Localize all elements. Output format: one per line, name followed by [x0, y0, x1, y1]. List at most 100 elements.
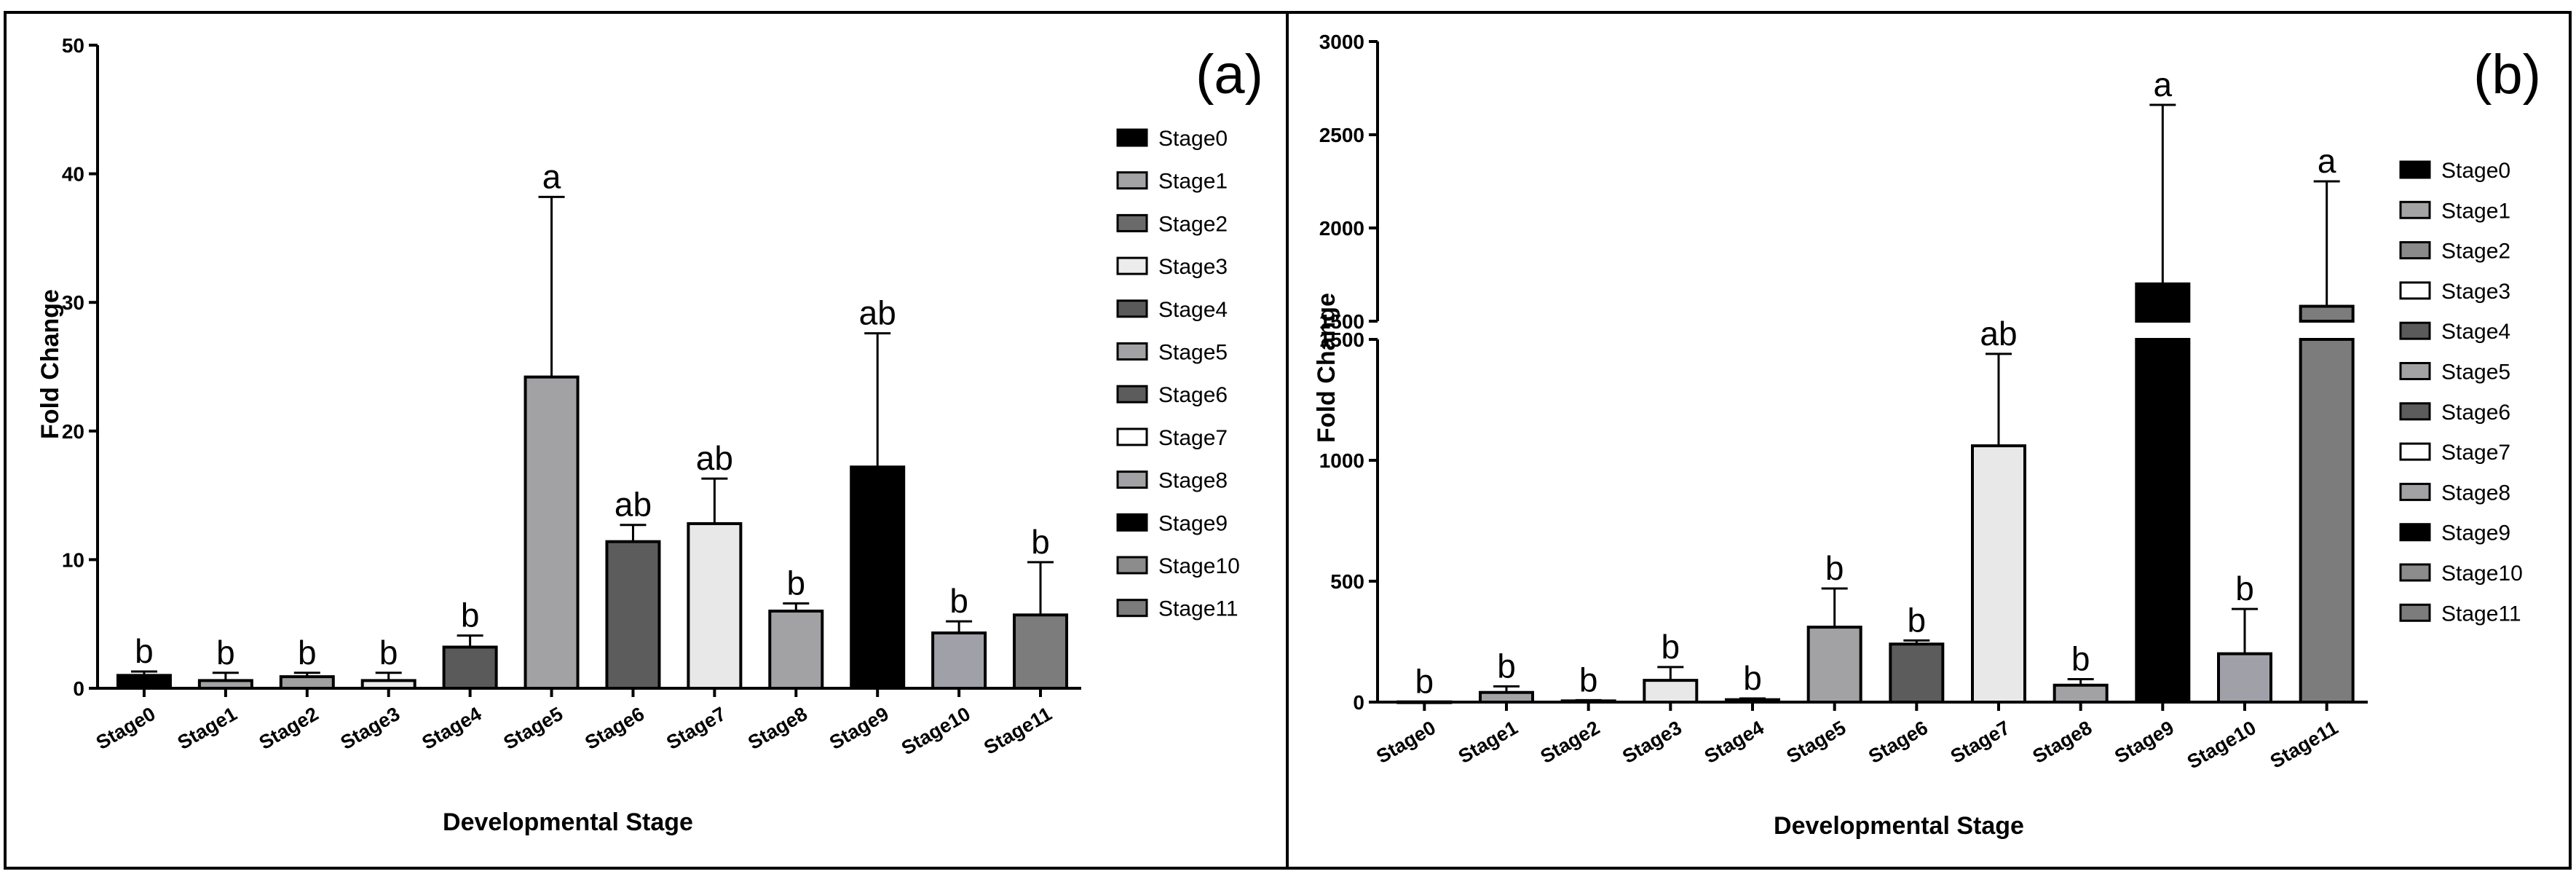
panel-a-legend-label: Stage3 [1158, 255, 1228, 279]
panel-a-label: (a) [1196, 44, 1263, 106]
panel-b: (b) Developmental Stage Fold Change 1500… [1313, 31, 2541, 840]
panel-b-significance-letter: a [2154, 66, 2173, 103]
panel-b-bar-upper [2135, 282, 2191, 323]
panel-a-y-tick-label: 30 [62, 291, 84, 314]
panel-a-significance-letter: ab [696, 439, 733, 477]
panel-b-bar [1971, 444, 2026, 704]
panel-b-bar [1806, 626, 1862, 704]
panel-b-significance-letter: b [1743, 659, 1762, 697]
panel-b-bar [2217, 652, 2272, 704]
panel-b-x-tick-label: Stage3 [1619, 717, 1686, 768]
panel-b-significance-letter: b [1579, 661, 1598, 698]
panel-b-legend-label: Stage9 [2441, 521, 2510, 546]
panel-b-y-tick-label: 2000 [1319, 217, 1364, 240]
panel-b-frame [1286, 11, 2572, 870]
panel-b-bar-lower [2135, 338, 2191, 704]
panel-a-bar [768, 610, 824, 690]
panel-a-x-tick-label: Stage4 [419, 703, 486, 754]
panel-a-y-axis-title: Fold Change [36, 289, 64, 439]
panel-b-x-tick-label: Stage0 [1372, 717, 1439, 768]
panel-a-x-tick-label: Stage1 [174, 703, 241, 754]
panel-a-legend-label: Stage5 [1158, 341, 1228, 365]
panel-a-x-axis-title: Developmental Stage [443, 808, 693, 836]
panel-a-legend-label: Stage2 [1158, 212, 1228, 236]
panel-a-legend-swatch [1116, 256, 1148, 275]
panel-a-legend-swatch [1116, 171, 1148, 190]
panel-b-y-axis-title: Fold Change [1313, 293, 1340, 443]
panel-b-legend-swatch [2399, 482, 2431, 501]
panel-a-bar [360, 679, 416, 690]
panel-b-bar [1479, 690, 1534, 704]
panel-b-significance-letter: b [1497, 647, 1516, 685]
panel-b-bar [1725, 698, 1780, 704]
panel-b-bar [1889, 642, 1945, 704]
panel-a-significance-letter: b [949, 582, 968, 620]
panel-a-bar [279, 675, 335, 690]
panel-a: (a) Developmental Stage Fold Change 0 10 2… [36, 34, 1263, 836]
panel-a-bar [687, 521, 743, 690]
panel-b-x-tick-label: Stage11 [2267, 717, 2342, 773]
panel-a-legend-swatch [1116, 299, 1148, 318]
panel-a-legend-swatch [1116, 428, 1148, 446]
panel-a-legend-swatch [1116, 342, 1148, 361]
panel-a-x-tick-label: Stage6 [581, 703, 648, 754]
panel-b-legend-label: Stage2 [2441, 240, 2510, 264]
panel-b-legend-label: Stage4 [2441, 320, 2510, 344]
panel-b-y-tick-label: 500 [1330, 570, 1364, 593]
panel-a-legend-label: Stage11 [1158, 597, 1238, 621]
panel-b-axis-break-gap [2298, 323, 2355, 337]
panel-a-x-tick-label: Stage9 [826, 703, 893, 754]
panel-a-x-tick-label: Stage11 [980, 703, 1055, 759]
panel-b-y-tick-label: 1000 [1319, 449, 1364, 472]
panel-a-legend-swatch [1116, 385, 1148, 403]
panel-a-legend-label: Stage4 [1158, 298, 1228, 322]
panel-b-bar [1643, 679, 1699, 704]
panel-b-legend-label: Stage11 [2441, 602, 2521, 626]
panel-b-legend-label: Stage6 [2441, 401, 2510, 425]
panel-b-y-tick-label: 0 [1353, 691, 1364, 714]
panel-b-x-tick-label: Stage4 [1701, 717, 1768, 768]
panel-a-bar [442, 645, 498, 690]
panel-a-legend-label: Stage0 [1158, 127, 1228, 151]
panel-b-y-tick-label: 1500 [1319, 328, 1364, 351]
panel-a-x-tick-label: Stage2 [256, 703, 323, 754]
panel-a-legend-swatch [1116, 556, 1148, 575]
panel-b-x-tick-label: Stage5 [1783, 717, 1850, 768]
panel-a-significance-letter: ab [615, 486, 652, 524]
panel-b-legend-swatch [2399, 523, 2431, 542]
panel-a-significance-letter: b [298, 634, 317, 672]
panel-a-significance-letter: b [1031, 523, 1050, 561]
panel-a-legend-swatch [1116, 213, 1148, 232]
panel-b-legend-swatch [2399, 402, 2431, 421]
panel-b-x-axis-title: Developmental Stage [1774, 812, 2024, 840]
panel-b-significance-letter: b [1825, 549, 1844, 587]
panel-b-legend-label: Stage5 [2441, 361, 2510, 385]
panel-a-legend-label: Stage1 [1158, 170, 1228, 194]
panel-b-y-tick-label: 3000 [1319, 31, 1364, 53]
panel-b-x-tick-label: Stage9 [2111, 717, 2178, 768]
panel-a-legend-swatch [1116, 128, 1148, 147]
panel-b-x-tick-label: Stage2 [1537, 717, 1604, 768]
panel-a-y-tick-label: 20 [62, 420, 84, 443]
panel-a-bar [116, 674, 172, 690]
panel-a-x-tick-label: Stage8 [744, 703, 811, 754]
panel-a-legend-swatch [1116, 599, 1148, 618]
panel-b-x-tick-label: Stage7 [1947, 717, 2014, 768]
panel-a-bar [931, 631, 987, 690]
panel-b-x-tick-label: Stage8 [2029, 717, 2096, 768]
panel-b-legend-swatch [2399, 362, 2431, 380]
panel-a-significance-letter: b [379, 634, 398, 672]
panel-b-significance-letter: b [2235, 570, 2254, 607]
panel-a-legend-label: Stage7 [1158, 426, 1228, 450]
panel-a-bar [1013, 613, 1069, 690]
panel-b-bar-lower [2299, 338, 2355, 704]
panel-a-legend-label: Stage10 [1158, 554, 1240, 578]
panel-b-x-tick-label: Stage1 [1455, 717, 1522, 768]
panel-a-significance-letter: ab [859, 294, 896, 332]
panel-a-x-tick-label: Stage7 [663, 703, 730, 754]
panel-a-bar [524, 375, 580, 690]
panel-b-legend-swatch [2399, 241, 2431, 260]
panel-b-bar-upper [2299, 304, 2355, 323]
panel-b-significance-letter: ab [1980, 315, 2017, 353]
